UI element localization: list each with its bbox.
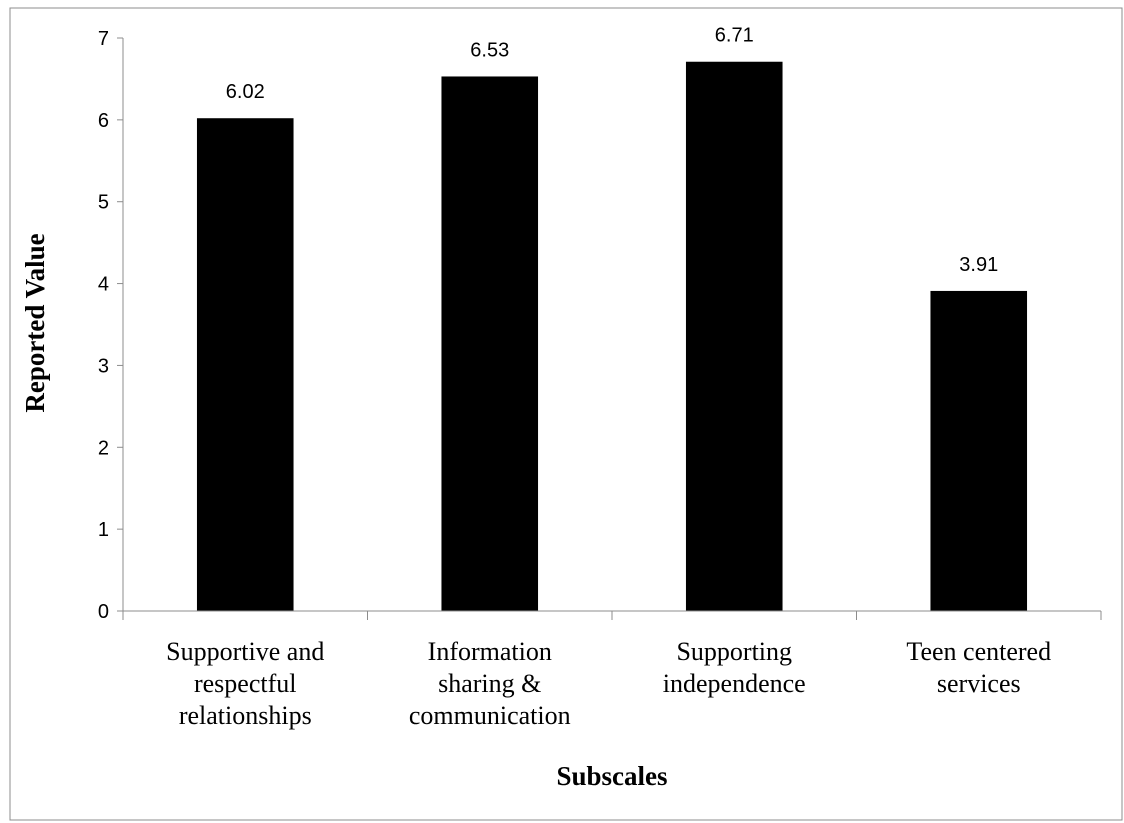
x-tick-label-line: communication <box>409 701 571 730</box>
y-tick-label: 2 <box>98 437 109 459</box>
x-tick-label-line: services <box>937 669 1021 698</box>
x-tick-label-line: independence <box>663 669 806 698</box>
y-axis-ticks: 0 1 2 3 4 5 6 7 <box>98 28 123 623</box>
bar <box>196 118 294 611</box>
y-tick-label: 3 <box>98 355 109 377</box>
y-tick-label: 6 <box>98 110 109 132</box>
x-tick-label: Supportive and respectful relationships <box>166 637 324 730</box>
data-labels: 6.02 6.53 6.71 3.91 <box>226 25 998 276</box>
x-tick-label-line: Supportive and <box>166 637 324 666</box>
data-label: 6.02 <box>226 81 265 103</box>
x-axis-labels: Supportive and respectful relationships Inf… <box>166 637 1051 730</box>
y-tick-label: 4 <box>98 274 109 296</box>
bars <box>196 61 1028 612</box>
data-label: 6.53 <box>470 39 509 61</box>
x-tick-label: Supporting independence <box>663 637 806 698</box>
x-tick-label: Teen centered services <box>906 637 1051 698</box>
y-tick-label: 5 <box>98 192 109 214</box>
x-tick-label-line: Supporting <box>676 637 792 666</box>
data-label: 6.71 <box>715 25 754 47</box>
x-axis-ticks <box>122 611 1102 620</box>
x-tick-label-line: sharing & <box>438 669 541 698</box>
x-tick-label: Information sharing & communication <box>409 637 571 730</box>
x-axis-title: Subscales <box>556 761 667 791</box>
y-axis-title: Reported Value <box>20 233 50 412</box>
x-tick-label-line: Teen centered <box>906 637 1051 666</box>
x-tick-label-line: respectful <box>194 669 297 698</box>
y-tick-label: 1 <box>98 519 109 541</box>
data-label: 3.91 <box>959 254 998 276</box>
y-tick-label: 0 <box>98 601 109 623</box>
y-tick-label: 7 <box>98 28 109 50</box>
x-tick-label-line: relationships <box>179 701 312 730</box>
x-tick-label-line: Information <box>428 637 552 666</box>
bar <box>685 61 783 611</box>
bar <box>441 76 539 612</box>
bar <box>930 290 1028 611</box>
